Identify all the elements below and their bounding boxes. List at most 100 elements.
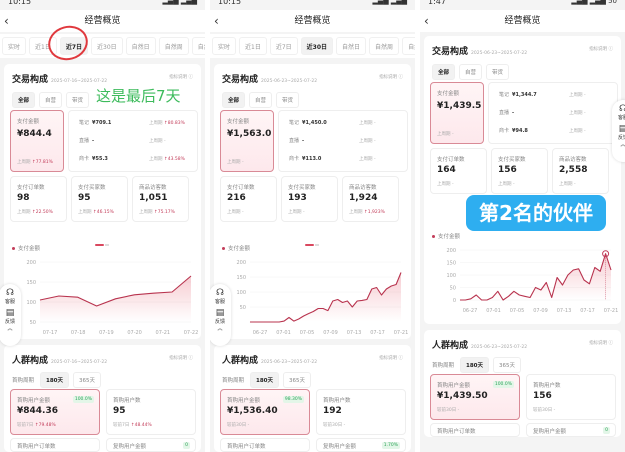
tab-5[interactable]: 自然周 (158, 37, 189, 55)
crowd-metric-card[interactable]: 首购用户订单数 (430, 423, 520, 437)
x-tick-label: 07-17 (43, 330, 58, 336)
collapse-icon[interactable]: ︽ (217, 326, 223, 332)
back-icon[interactable]: ‹ (214, 14, 219, 28)
carousel-indicator[interactable] (304, 231, 321, 246)
period-filter-0[interactable]: 180天 (40, 372, 69, 388)
filter-0[interactable]: 全部 (432, 64, 456, 80)
metric-card[interactable]: 商品访客数 2,558 上周期 - (552, 148, 609, 194)
filter-0[interactable]: 全部 (12, 92, 36, 108)
metric-card[interactable]: 支付订单数 98 上周期 ↑22.50% (10, 176, 67, 222)
metric-info-link[interactable]: 指标说明 ⓘ (589, 47, 613, 52)
crowd-metric-card[interactable]: 首购用户数 95 较前7日 ↑48.44% (106, 389, 196, 435)
metric-card[interactable]: 支付订单数 216 上周期 - (220, 176, 277, 222)
metric-card[interactable]: 支付买家数 95 上周期 ↑46.15% (71, 176, 128, 222)
metric-info-link[interactable]: 指标说明 ⓘ (589, 341, 613, 346)
pay-amount-card[interactable]: 支付金额 ¥1,439.5 上周期 - (430, 82, 484, 144)
metric-card[interactable]: 商品访客数 1,051 上周期 ↑75.17% (132, 176, 189, 222)
crowd-metric-card[interactable]: 复购用户金额 1.70% (316, 438, 406, 452)
metric-info-link[interactable]: 指标说明 ⓘ (169, 356, 193, 361)
header: ‹ 经营概览 (210, 10, 415, 32)
phone-screen-2: 10:15 ▂▄▆ ▂▄▆ ‹ 经营概览实时近1日近7日近30日自然日自然周自然月交… (210, 0, 415, 452)
filter-1[interactable]: 自营 (39, 92, 63, 108)
period-filter-0[interactable]: 180天 (460, 357, 489, 373)
status-icons: ▂▄▆ ▂▄▆ (372, 0, 407, 5)
carousel-indicator[interactable] (94, 231, 111, 246)
crowd-metric-card[interactable]: 首购用户订单数 (220, 438, 310, 452)
date-range: 2025-06-23~2025-07-22 (261, 79, 318, 84)
feedback-button[interactable]: ▤反馈 (210, 308, 231, 325)
tab-2[interactable]: 近7日 (269, 37, 298, 55)
collapse-icon[interactable]: ︽ (7, 326, 13, 332)
tab-5[interactable]: 自然周 (369, 37, 400, 55)
pay-amount-card[interactable]: 支付金额 ¥844.4 上周期 ↑77.81% (10, 110, 64, 172)
filter-1[interactable]: 自营 (249, 92, 273, 108)
channel-value: ¥1,344.7 (512, 92, 537, 98)
channel-compare: 上周期 ↑80.83% (149, 120, 185, 126)
pay-amount-chart: 200 150 100 50 06-27 07-01 07-05 07-09 07-13 07-1… (236, 260, 409, 336)
crowd-metric-card[interactable]: 首购用户数 192 较前30日 - (316, 389, 406, 435)
tab-1[interactable]: 近1日 (29, 37, 57, 55)
filter-1[interactable]: 自营 (459, 64, 483, 80)
metric-card[interactable]: 支付买家数 193 上周期 - (281, 176, 338, 222)
crowd-metric-card[interactable]: 首购用户金额 98.30% ¥1,536.40 较前30日 - (220, 389, 310, 435)
period-filter-0[interactable]: 180天 (250, 372, 279, 388)
customer-service-button[interactable]: ☊客服 (612, 104, 625, 121)
tab-4[interactable]: 自然日 (336, 37, 367, 55)
chart-line (250, 272, 402, 323)
metric-info-link[interactable]: 指标说明 ⓘ (169, 75, 193, 80)
share-badge: 98.30% (282, 396, 304, 403)
channel-compare: 上周期 - (569, 110, 586, 116)
metric-card[interactable]: 支付买家数 156 上周期 - (491, 148, 548, 194)
collapse-icon[interactable]: ︽ (620, 142, 625, 148)
period-filter-1[interactable]: 365天 (493, 357, 521, 373)
filter-2[interactable]: 带货 (486, 64, 510, 80)
compare-value: ↑46.15% (92, 210, 114, 215)
metric-card[interactable]: 支付订单数 164 上周期 - (430, 148, 487, 194)
feedback-button[interactable]: ▤反馈 (612, 124, 625, 141)
period-label: 首购周期 (432, 363, 455, 369)
crowd-metric-card[interactable]: 首购用户金额 100.0% ¥1,439.50 较前30日 - (430, 374, 520, 420)
chart-legend: 支付金额 (432, 232, 460, 240)
period-filter-1[interactable]: 365天 (73, 372, 101, 388)
crowd-metric-card[interactable]: 首购用户订单数 (10, 438, 100, 452)
tab-2[interactable]: 近7日 (59, 37, 89, 55)
feedback-button[interactable]: ▤反馈 (0, 308, 21, 325)
back-icon[interactable]: ‹ (4, 14, 9, 28)
page-title: 经营概览 (84, 16, 121, 26)
crowd-metric-card[interactable]: 复购用户金额 0 (106, 438, 196, 452)
customer-service-button[interactable]: ☊客服 (0, 288, 21, 305)
metric-value: ¥1,439.5 (437, 101, 482, 111)
phone-screen-1: 10:15 ▂▄▆ ▂▄▆ ‹ 经营概览实时近1日近7日近30日自然日自然周自然月交… (0, 0, 205, 452)
metric-info-link[interactable]: 指标说明 ⓘ (379, 75, 403, 80)
card-title-text: 人群构成 (222, 356, 259, 366)
tab-0[interactable]: 实时 (2, 37, 27, 55)
metric-label: 首购用户数 (533, 383, 561, 389)
tab-3[interactable]: 近30日 (91, 37, 123, 55)
first-purchase-period: 首购周期 180天 365天 (222, 372, 311, 388)
pay-amount-card[interactable]: 支付金额 ¥1,563.0 上周期 - (220, 110, 274, 172)
tab-4[interactable]: 自然日 (125, 37, 156, 55)
crowd-metric-card[interactable]: 首购用户数 156 较前30日 - (526, 374, 616, 420)
compare-value: - (343, 423, 346, 428)
card-title-text: 人群构成 (432, 341, 469, 351)
tab-0[interactable]: 实时 (212, 37, 237, 55)
compare-value: - (373, 157, 376, 162)
y-tick-label: 100 (26, 300, 36, 306)
metric-info-link[interactable]: 指标说明 ⓘ (379, 356, 403, 361)
channel-name: 商卡 (79, 156, 90, 162)
filter-0[interactable]: 全部 (222, 92, 246, 108)
filter-2[interactable]: 带货 (66, 92, 90, 108)
tab-3[interactable]: 近30日 (300, 37, 334, 55)
crowd-metric-card[interactable]: 首购用户金额 100.0% ¥844.36 较前7日 ↑79.48% (10, 389, 100, 435)
customer-service-button[interactable]: ☊客服 (210, 288, 231, 305)
crowd-metric-card[interactable]: 复购用户金额 0 (526, 423, 616, 437)
x-tick-label: 07-21 (394, 330, 409, 336)
metric-card[interactable]: 商品访客数 1,924 上周期 ↑1,923% (342, 176, 399, 222)
tab-1[interactable]: 近1日 (239, 37, 267, 55)
channel-breakdown: 笔记 ¥1,344.7 上周期 - 直播 - 上周期 - 商卡 ¥94.8 上周期 - (488, 82, 618, 144)
tab-6[interactable]: 自然月 (191, 37, 205, 55)
filter-2[interactable]: 带货 (276, 92, 300, 108)
period-filter-1[interactable]: 365天 (283, 372, 311, 388)
back-icon[interactable]: ‹ (424, 14, 429, 28)
tab-6[interactable]: 自然月 (402, 37, 415, 55)
